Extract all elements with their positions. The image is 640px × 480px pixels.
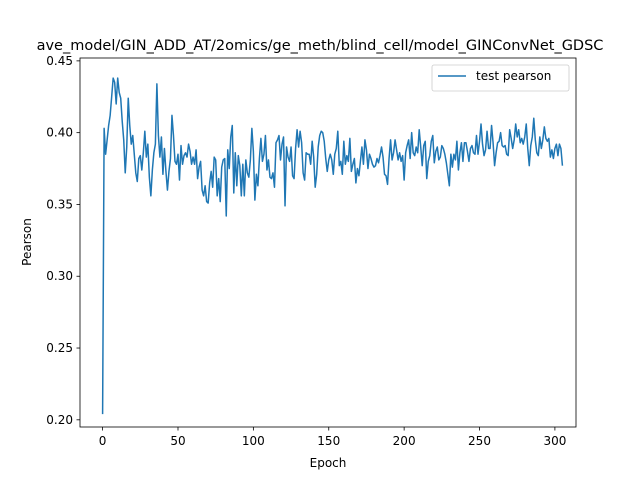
chart-title: ave_model/GIN_ADD_AT/2omics/ge_meth/blin…: [37, 38, 604, 54]
y-tick-label: 0.20: [46, 413, 73, 427]
legend: test pearson: [431, 64, 570, 92]
x-tick-label: 150: [317, 434, 340, 448]
y-tick-label: 0.25: [46, 341, 73, 355]
x-tick-label: 250: [468, 434, 491, 448]
y-axis-label: Pearson: [20, 218, 34, 266]
x-tick-label: 100: [242, 434, 265, 448]
x-tick-label: 200: [393, 434, 416, 448]
x-axis-label: Epoch: [310, 456, 347, 470]
legend-box: [431, 64, 570, 92]
x-tick-label: 0: [99, 434, 107, 448]
y-tick-label: 0.30: [46, 269, 73, 283]
legend-label: test pearson: [476, 69, 551, 83]
series-line: [101, 77, 564, 415]
y-tick-label: 0.45: [46, 54, 73, 68]
x-tick-label: 300: [543, 434, 566, 448]
y-tick-label: 0.40: [46, 126, 73, 140]
axes-frame: [79, 57, 577, 428]
x-tick-label: 50: [170, 434, 185, 448]
y-tick-label: 0.35: [46, 197, 73, 211]
